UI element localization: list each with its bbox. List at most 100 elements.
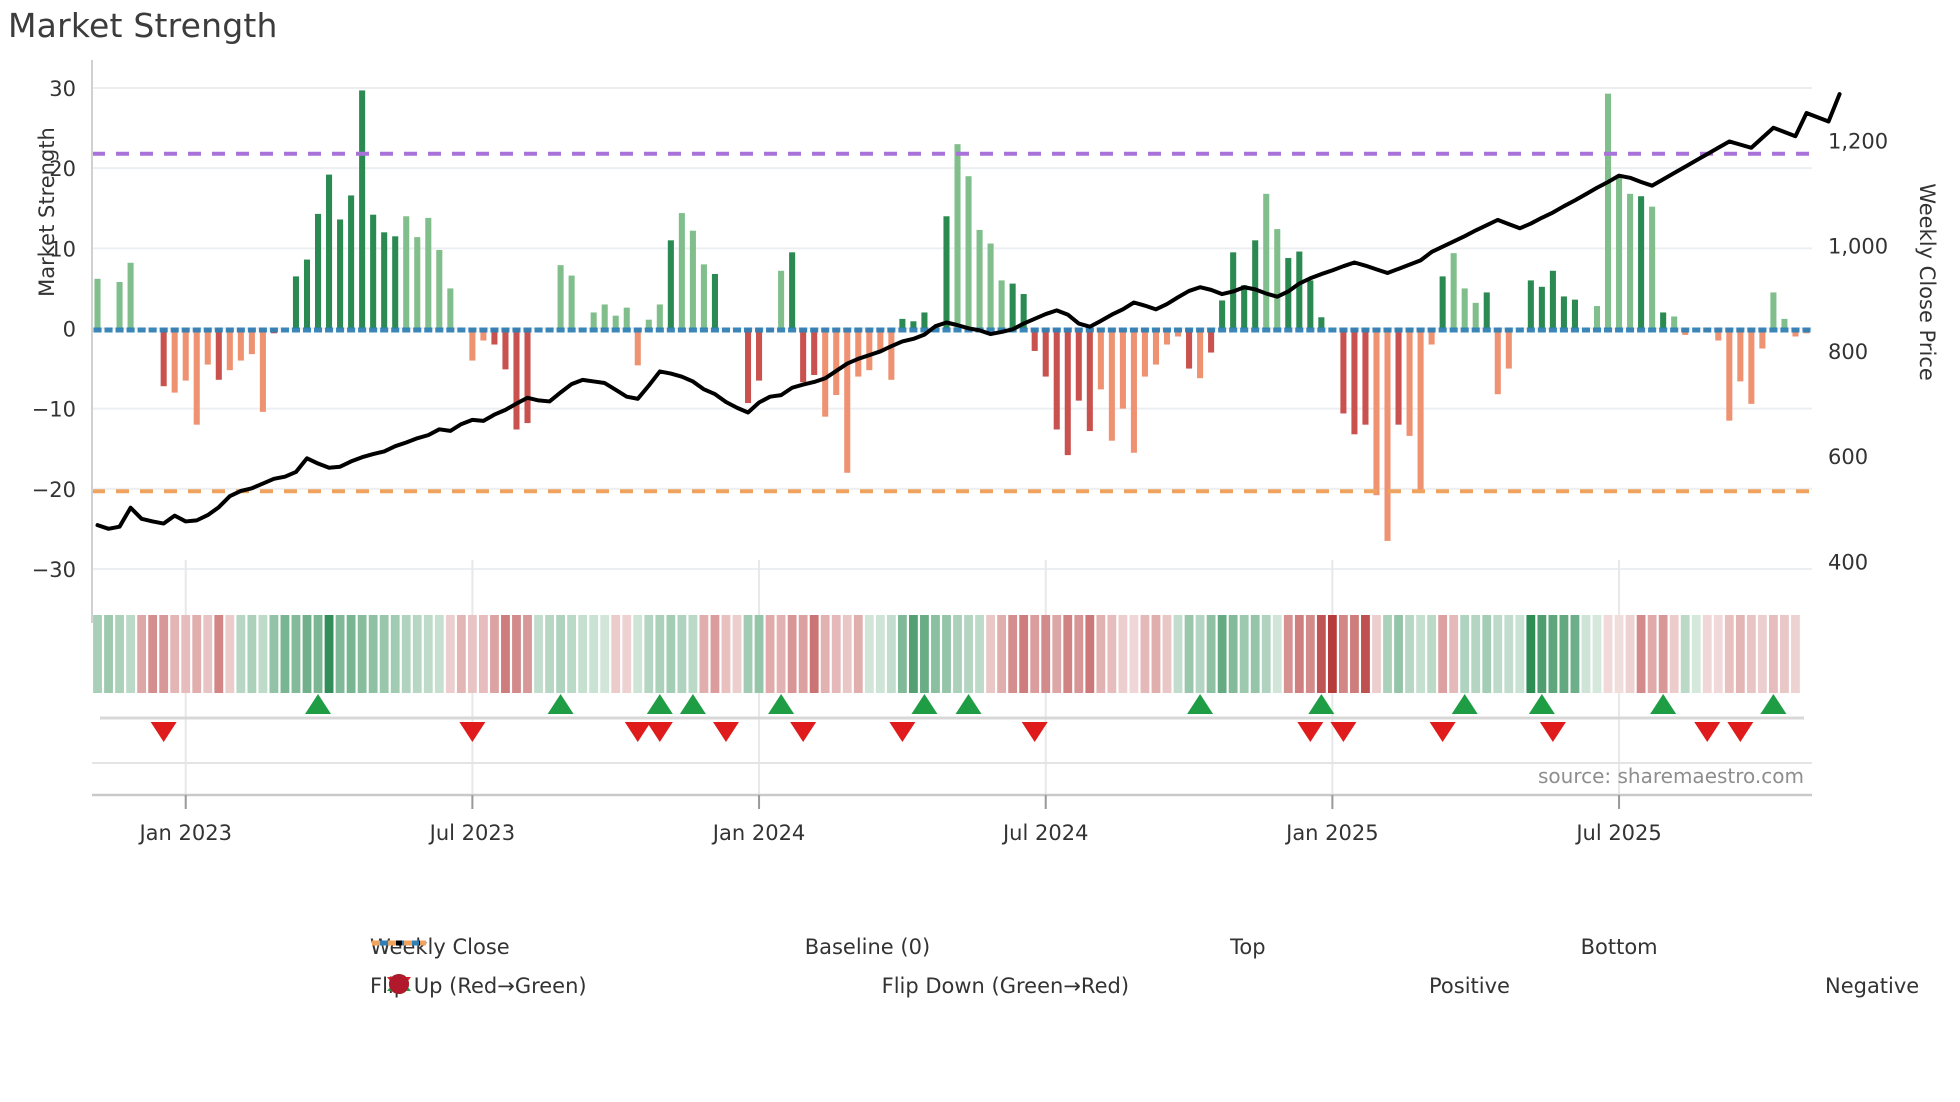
bar-positive — [711, 273, 718, 329]
bar-positive — [1450, 253, 1457, 329]
heatmap-cell — [710, 615, 720, 693]
baseline-segment — [1681, 327, 1690, 333]
baseline-segment — [1173, 327, 1183, 333]
baseline-segment — [1802, 327, 1811, 333]
bar-negative — [1097, 328, 1104, 390]
heatmap-cell — [269, 615, 279, 693]
heatmap-cell — [975, 615, 984, 693]
bar-positive — [1274, 229, 1281, 329]
bar-positive — [1307, 280, 1314, 329]
legend-item-top[interactable]: Top — [372, 935, 1266, 959]
baseline-segment — [1207, 327, 1216, 333]
heatmap-cell — [1625, 615, 1635, 693]
heatmap-cell — [1140, 615, 1150, 693]
legend-item-positive[interactable]: Positive — [389, 974, 1510, 998]
baseline-segment — [710, 327, 719, 333]
heatmap-cell — [721, 615, 731, 693]
bar-positive — [381, 232, 388, 329]
baseline-segment — [1416, 327, 1425, 333]
baseline-segment — [1714, 327, 1723, 333]
heatmap-cell — [313, 615, 323, 693]
bar-negative — [634, 328, 641, 366]
baseline-segment — [413, 327, 422, 333]
heatmap-cell — [1184, 615, 1194, 693]
bar-positive — [1638, 196, 1645, 329]
heatmap-cell — [1449, 615, 1459, 693]
heatmap-cell — [523, 615, 532, 693]
bar-negative — [1119, 328, 1126, 409]
heatmap-cell — [1493, 615, 1503, 693]
baseline-segment — [435, 327, 444, 333]
baseline-segment — [865, 327, 874, 333]
legend-item-baseline-0[interactable]: Baseline (0) — [372, 935, 930, 959]
heatmap-cell — [1129, 615, 1139, 693]
bar-negative — [480, 328, 487, 341]
baseline-segment — [1758, 327, 1767, 333]
bar-negative — [215, 328, 222, 380]
bar-negative — [1505, 328, 1512, 369]
bar-positive — [943, 216, 950, 329]
legend-label: Bottom — [1580, 935, 1658, 959]
baseline-segment — [1548, 327, 1557, 333]
baseline-segment — [1405, 327, 1414, 333]
heatmap-cell — [1250, 615, 1260, 693]
flip-down-marker — [459, 722, 486, 742]
bar-negative — [171, 328, 178, 393]
heatmap-cell — [346, 615, 356, 693]
legend-item-negative[interactable]: Negative — [389, 974, 1919, 998]
heatmap-cell — [886, 615, 896, 693]
bar-positive — [1009, 283, 1016, 329]
heatmap-cell — [611, 615, 621, 693]
flip-down-marker — [646, 722, 673, 742]
heatmap-cell — [831, 615, 841, 693]
heatmap-cell — [997, 615, 1007, 693]
baseline-segment — [1526, 327, 1535, 333]
flip-down-marker — [1297, 722, 1324, 742]
baseline-segment — [1218, 327, 1227, 333]
baseline-segment — [1350, 327, 1359, 333]
bar-negative — [502, 328, 509, 370]
heatmap-cell — [765, 615, 775, 693]
baseline-segment — [766, 327, 775, 333]
baseline-segment — [1185, 327, 1194, 333]
bar-positive — [436, 249, 443, 329]
bar-negative — [1351, 328, 1358, 435]
legend-item-flip-down-green-red[interactable]: Flip Down (Green→Red) — [387, 974, 1129, 998]
baseline-segment — [1493, 327, 1502, 333]
heatmap-cell — [1702, 615, 1712, 693]
bar-negative — [1395, 328, 1402, 425]
baseline-segment — [104, 327, 113, 333]
legend-item-bottom[interactable]: Bottom — [372, 935, 1658, 959]
baseline-segment — [1570, 327, 1579, 333]
heatmap-cell — [1063, 615, 1073, 693]
heatmap-cell — [379, 615, 389, 693]
heatmap-cell — [1791, 615, 1800, 693]
bar-negative — [877, 328, 884, 353]
bar-positive — [1472, 302, 1479, 329]
bar-positive — [1627, 193, 1634, 329]
bar-positive — [568, 275, 575, 329]
baseline-segment — [93, 327, 102, 333]
flip-down-marker — [1021, 722, 1048, 742]
bar-negative — [756, 328, 763, 381]
baseline-segment — [1592, 327, 1602, 333]
baseline-segment — [699, 327, 708, 333]
heatmap-cell — [666, 615, 676, 693]
bar-negative — [800, 328, 807, 383]
bar-positive — [1461, 288, 1468, 329]
baseline-segment — [1162, 327, 1172, 333]
heatmap-cell — [1316, 615, 1326, 693]
baseline-segment — [1769, 327, 1778, 333]
baseline-segment — [1306, 327, 1315, 333]
baseline-segment — [1449, 327, 1458, 333]
legend-label: Top — [1230, 935, 1266, 959]
baseline-segment — [336, 327, 345, 333]
heatmap-cell — [1592, 615, 1602, 693]
heatmap-cell — [644, 615, 654, 693]
baseline-segment — [325, 327, 334, 333]
bar-negative — [248, 328, 255, 355]
heatmap-cell — [1151, 615, 1161, 693]
heatmap-cell — [214, 615, 224, 693]
bar-positive — [1241, 285, 1248, 329]
bar-negative — [1163, 328, 1171, 345]
